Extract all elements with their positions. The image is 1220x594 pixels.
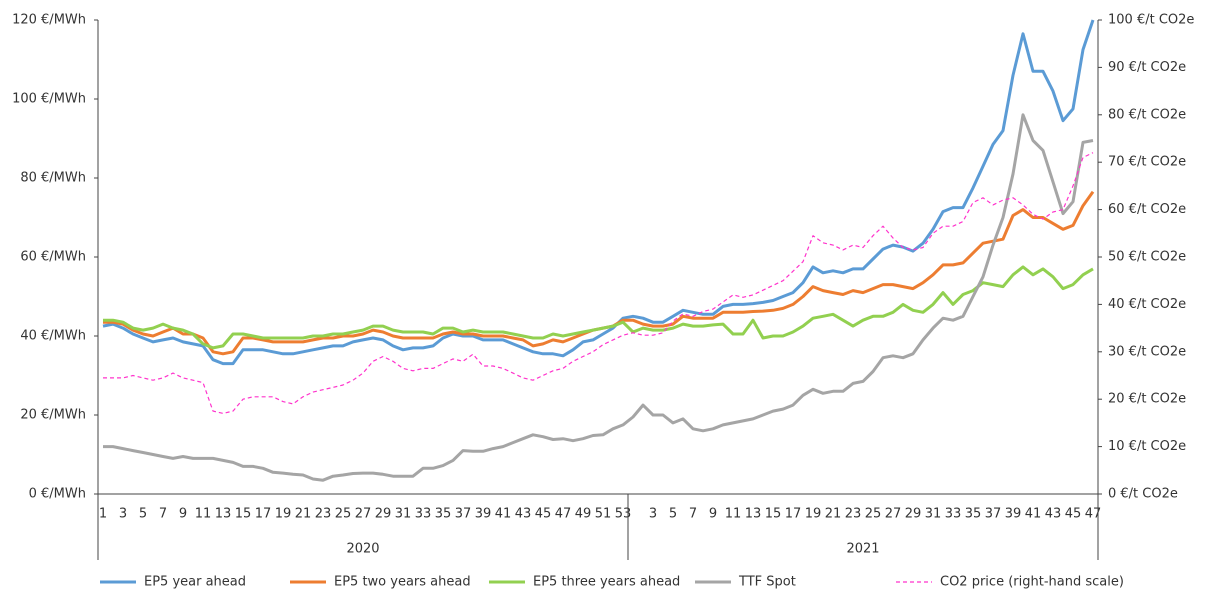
y2-tick-label: 60 €/t CO2e bbox=[1108, 202, 1186, 217]
x-tick-label: 29 bbox=[905, 507, 922, 522]
x-tick-label: 41 bbox=[495, 507, 512, 522]
x-tick-label: 17 bbox=[255, 507, 272, 522]
series-line bbox=[103, 113, 1094, 482]
y2-tick-label: 20 €/t CO2e bbox=[1108, 392, 1186, 407]
y-tick-label: 120 €/MWh bbox=[12, 13, 86, 28]
x-tick-label: 13 bbox=[215, 507, 232, 522]
x-tick-label: 5 bbox=[669, 507, 677, 522]
legend-label: EP5 two years ahead bbox=[334, 575, 471, 590]
y2-tick-label: 40 €/t CO2e bbox=[1108, 297, 1186, 312]
x-tick-label: 13 bbox=[745, 507, 762, 522]
x-tick-label: 23 bbox=[315, 507, 332, 522]
legend-label: EP5 three years ahead bbox=[533, 575, 680, 590]
x-tick-label: 25 bbox=[335, 507, 352, 522]
x-tick-label: 3 bbox=[649, 507, 657, 522]
x-tick-label: 15 bbox=[765, 507, 782, 522]
x-tick-label: 9 bbox=[179, 507, 187, 522]
x-tick-label: 23 bbox=[845, 507, 862, 522]
y2-tick-label: 0 €/t CO2e bbox=[1108, 487, 1178, 502]
x-tick-label: 3 bbox=[119, 507, 127, 522]
x-tick-label: 47 bbox=[1085, 507, 1102, 522]
x-tick-label: 21 bbox=[825, 507, 842, 522]
x-tick-label: 31 bbox=[925, 507, 942, 522]
x-tick-label: 31 bbox=[395, 507, 412, 522]
x-tick-label: 7 bbox=[159, 507, 167, 522]
group-label: 2021 bbox=[846, 542, 879, 557]
x-tick-label: 7 bbox=[689, 507, 697, 522]
x-tick-label: 19 bbox=[805, 507, 822, 522]
y-tick-label: 40 €/MWh bbox=[20, 329, 86, 344]
x-tick-label: 29 bbox=[375, 507, 392, 522]
x-tick-label: 21 bbox=[295, 507, 312, 522]
x-tick-label: 5 bbox=[139, 507, 147, 522]
y2-tick-label: 80 €/t CO2e bbox=[1108, 107, 1186, 122]
x-tick-label: 15 bbox=[235, 507, 252, 522]
legend-label: CO2 price (right-hand scale) bbox=[940, 575, 1124, 590]
x-tick-label: 35 bbox=[435, 507, 452, 522]
y2-tick-label: 30 €/t CO2e bbox=[1108, 344, 1186, 359]
y2-tick-label: 100 €/t CO2e bbox=[1108, 13, 1194, 28]
x-tick-label: 35 bbox=[965, 507, 982, 522]
y-tick-label: 60 €/MWh bbox=[20, 250, 86, 265]
x-tick-label: 19 bbox=[275, 507, 292, 522]
x-tick-label: 33 bbox=[945, 507, 962, 522]
series-line bbox=[103, 152, 1094, 414]
x-tick-label: 45 bbox=[1065, 507, 1082, 522]
y2-tick-label: 70 €/t CO2e bbox=[1108, 155, 1186, 170]
x-tick-label: 11 bbox=[195, 507, 212, 522]
x-tick-label: 27 bbox=[885, 507, 902, 522]
y2-tick-label: 90 €/t CO2e bbox=[1108, 60, 1186, 75]
y-tick-label: 0 €/MWh bbox=[29, 487, 86, 502]
legend-label: TTF Spot bbox=[738, 575, 796, 590]
x-tick-label: 45 bbox=[535, 507, 552, 522]
x-tick-label: 41 bbox=[1025, 507, 1042, 522]
x-tick-label: 9 bbox=[709, 507, 717, 522]
x-tick-label: 47 bbox=[555, 507, 572, 522]
x-tick-label: 1 bbox=[99, 507, 107, 522]
x-tick-label: 27 bbox=[355, 507, 372, 522]
x-tick-label: 43 bbox=[1045, 507, 1062, 522]
y-tick-label: 100 €/MWh bbox=[12, 92, 86, 107]
x-tick-label: 49 bbox=[575, 507, 592, 522]
x-tick-label: 39 bbox=[1005, 507, 1022, 522]
x-tick-label: 25 bbox=[865, 507, 882, 522]
x-tick-label: 51 bbox=[595, 507, 612, 522]
x-tick-label: 17 bbox=[785, 507, 802, 522]
series-line bbox=[102, 19, 1095, 366]
x-tick-label: 39 bbox=[475, 507, 492, 522]
y2-tick-label: 50 €/t CO2e bbox=[1108, 250, 1186, 265]
x-tick-label: 37 bbox=[985, 507, 1002, 522]
legend-label: EP5 year ahead bbox=[144, 575, 246, 590]
y-tick-label: 20 €/MWh bbox=[20, 408, 86, 423]
series-line bbox=[103, 265, 1094, 350]
x-tick-label: 53 bbox=[615, 507, 632, 522]
x-tick-label: 37 bbox=[455, 507, 472, 522]
x-tick-label: 11 bbox=[725, 507, 742, 522]
x-tick-label: 33 bbox=[415, 507, 432, 522]
y2-tick-label: 10 €/t CO2e bbox=[1108, 439, 1186, 454]
group-label: 2020 bbox=[346, 542, 379, 557]
y-tick-label: 80 €/MWh bbox=[20, 171, 86, 186]
x-tick-label: 43 bbox=[515, 507, 532, 522]
